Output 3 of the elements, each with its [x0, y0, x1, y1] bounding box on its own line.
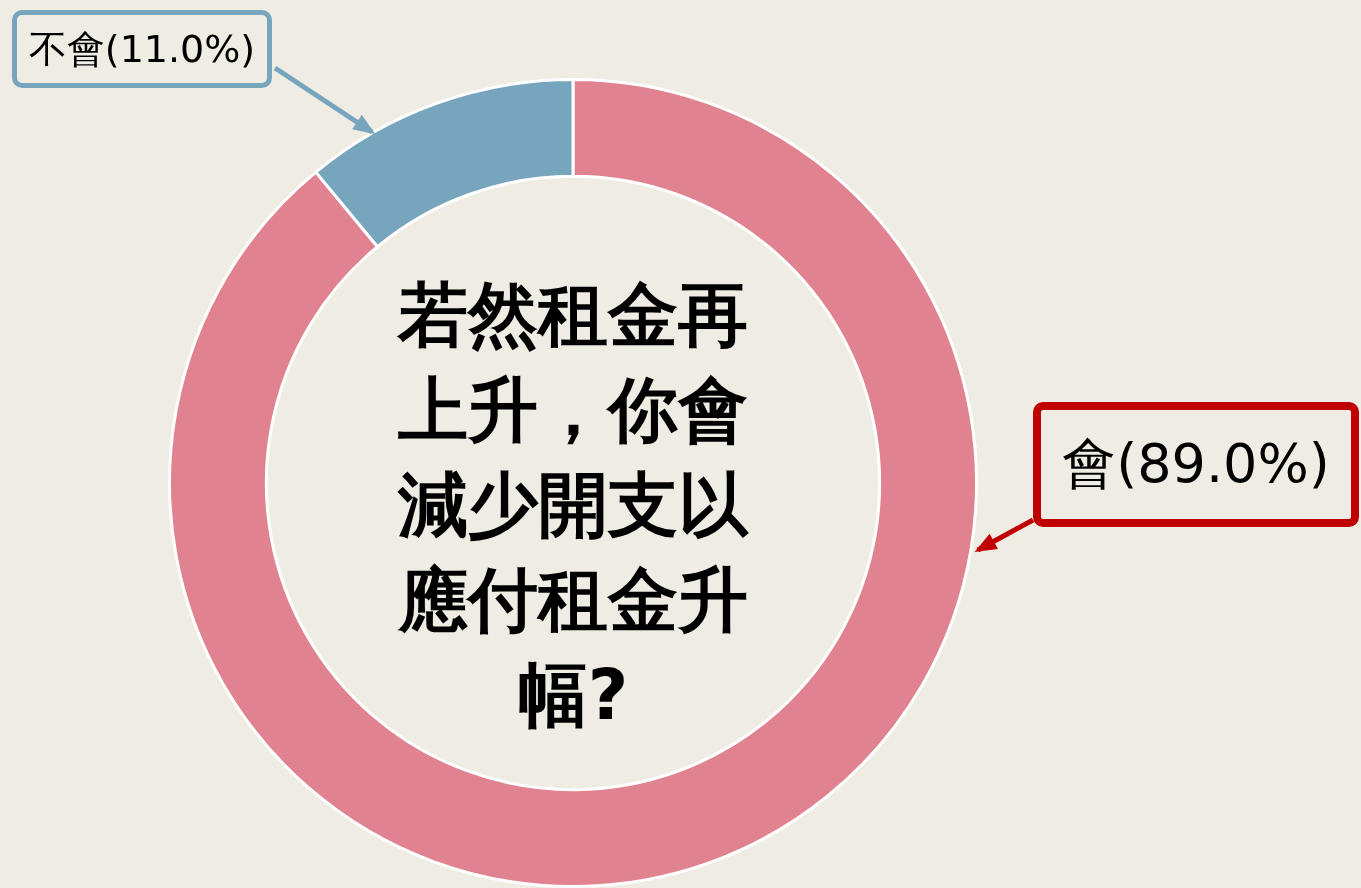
text: 若然租金再上升，你會減少開支以應付租金升幅? — [396, 273, 750, 738]
slice-label: 會(89.0%) — [1033, 402, 1359, 527]
slice-label: 不會(11.0%) — [12, 10, 272, 88]
